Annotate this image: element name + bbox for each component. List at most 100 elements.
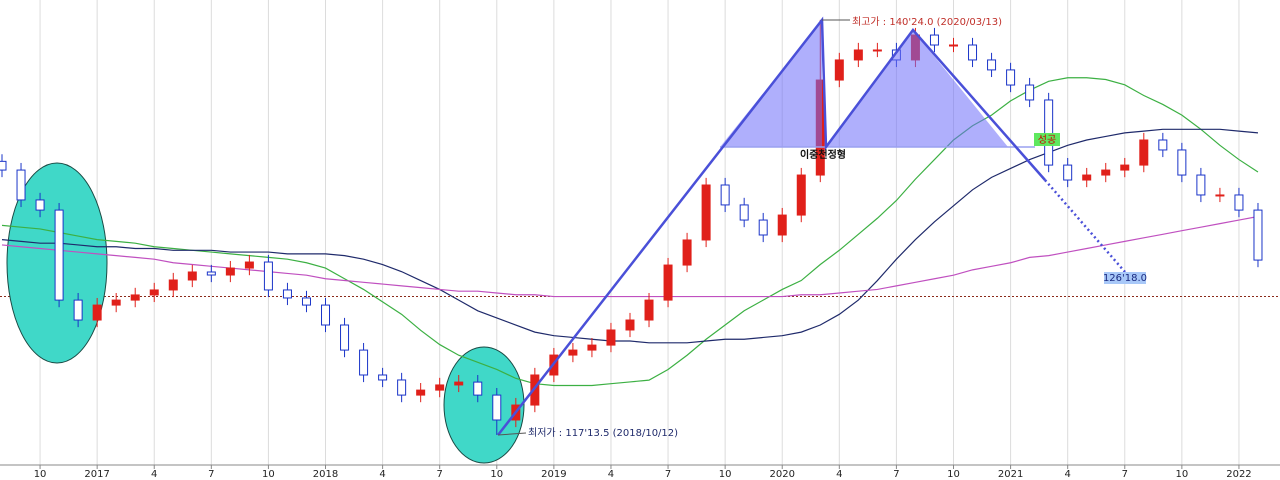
candle-body [1253, 209, 1263, 261]
pattern-line [497, 16, 1046, 436]
candle-body [35, 199, 45, 211]
x-tick-label: 4 [836, 469, 842, 480]
candle-body [853, 49, 863, 61]
candle-body [454, 381, 464, 386]
candle-body [872, 49, 882, 52]
candle-body [263, 261, 273, 291]
candle-body [739, 204, 749, 221]
candle-body [625, 319, 635, 331]
x-tick-label: 10 [34, 469, 47, 480]
candle-body [758, 219, 768, 236]
signal-label: 성공 [1038, 134, 1056, 146]
x-tick-label: 4 [608, 469, 614, 480]
x-tick-label: 7 [665, 469, 671, 480]
candle-body [340, 324, 350, 351]
x-tick-label: 10 [262, 469, 275, 480]
target-label: 126'18.0 [1103, 273, 1147, 284]
candle-body [378, 374, 388, 381]
candle-body [720, 184, 730, 206]
candle-body [1215, 194, 1225, 197]
candle-body [397, 379, 407, 396]
candle-body [1006, 69, 1016, 86]
candle-body [701, 184, 711, 241]
candle-body [130, 294, 140, 301]
candle-body [1025, 84, 1035, 101]
x-tick-label: 4 [379, 469, 385, 480]
candle-body [435, 384, 445, 391]
candle-body [1234, 194, 1244, 211]
candle-body [1177, 149, 1187, 176]
candle-body [206, 271, 216, 276]
x-tick-label: 4 [1064, 469, 1070, 480]
x-tick-label: 7 [437, 469, 443, 480]
low-annotation: 최저가 : 117'13.5 (2018/10/12) [528, 427, 678, 439]
label-box [1104, 272, 1146, 284]
pattern-overlay [497, 16, 1146, 436]
candle-body [1082, 174, 1092, 181]
x-tick-label: 10 [1175, 469, 1188, 480]
x-tick-label: 2022 [1226, 469, 1251, 480]
x-tick-label: 2018 [313, 469, 338, 480]
x-tick-label: 7 [208, 469, 214, 480]
candle-body [73, 299, 83, 321]
x-tick-label: 2020 [770, 469, 795, 480]
candle-body [1044, 99, 1054, 166]
candle-body [1120, 164, 1130, 171]
candle-body [968, 44, 978, 61]
candle-body [0, 160, 7, 171]
candle-body [530, 374, 540, 406]
leader-line [497, 432, 527, 436]
candle-body [492, 394, 502, 421]
x-tick-label: 4 [151, 469, 157, 480]
candle-body [1196, 174, 1206, 196]
x-tick-label: 10 [490, 469, 503, 480]
candle-body [92, 304, 102, 321]
candle-body [1063, 164, 1073, 181]
candle-body [606, 329, 616, 346]
candle-body [111, 299, 121, 306]
label-box [1034, 133, 1060, 146]
candle-body [1158, 139, 1168, 151]
x-tick-label: 2021 [998, 469, 1023, 480]
candle-body [987, 59, 997, 71]
candle-body [949, 44, 958, 47]
high-annotation: 최고가 : 140'24.0 (2020/03/13) [852, 16, 1002, 28]
candle-body [321, 304, 331, 326]
candle-body [1101, 169, 1111, 176]
pattern-fill [826, 30, 1008, 147]
candle-body [644, 299, 654, 321]
x-tick-label: 10 [719, 469, 732, 480]
pattern-label: 이중천정형 [800, 148, 846, 161]
candle-body [54, 209, 64, 301]
candle-body [834, 59, 844, 81]
x-tick-label: 2017 [84, 469, 109, 480]
candle-body [244, 261, 254, 269]
x-tick-label: 7 [1122, 469, 1128, 480]
x-tick-label: 7 [893, 469, 899, 480]
candle-body [16, 169, 26, 201]
candle-body [359, 349, 369, 376]
x-tick-label: 2019 [541, 469, 566, 480]
candle-body [587, 344, 597, 351]
x-tick-label: 10 [947, 469, 960, 480]
highlight-ellipse [443, 346, 525, 464]
candle-body [568, 349, 578, 356]
candle-body [416, 389, 426, 396]
candle-body [1139, 139, 1149, 166]
candle-body [187, 271, 197, 281]
candle-body [777, 214, 787, 236]
candle-body [225, 267, 235, 276]
candle-body [663, 264, 673, 301]
candle-body [796, 174, 806, 216]
candle-body [168, 279, 178, 291]
candle-body [149, 289, 159, 296]
candle-body [929, 34, 939, 46]
target-line [1044, 179, 1126, 273]
candle-body [282, 289, 292, 299]
candle-body [473, 381, 483, 396]
moving-average [1, 77, 1259, 387]
candle-body [682, 239, 692, 266]
x-axis-labels: 10 2017 4 7 10 2018 4 7 10 2019 4 7 10 2020 4 7 10 2021 4 7… [34, 465, 1252, 480]
